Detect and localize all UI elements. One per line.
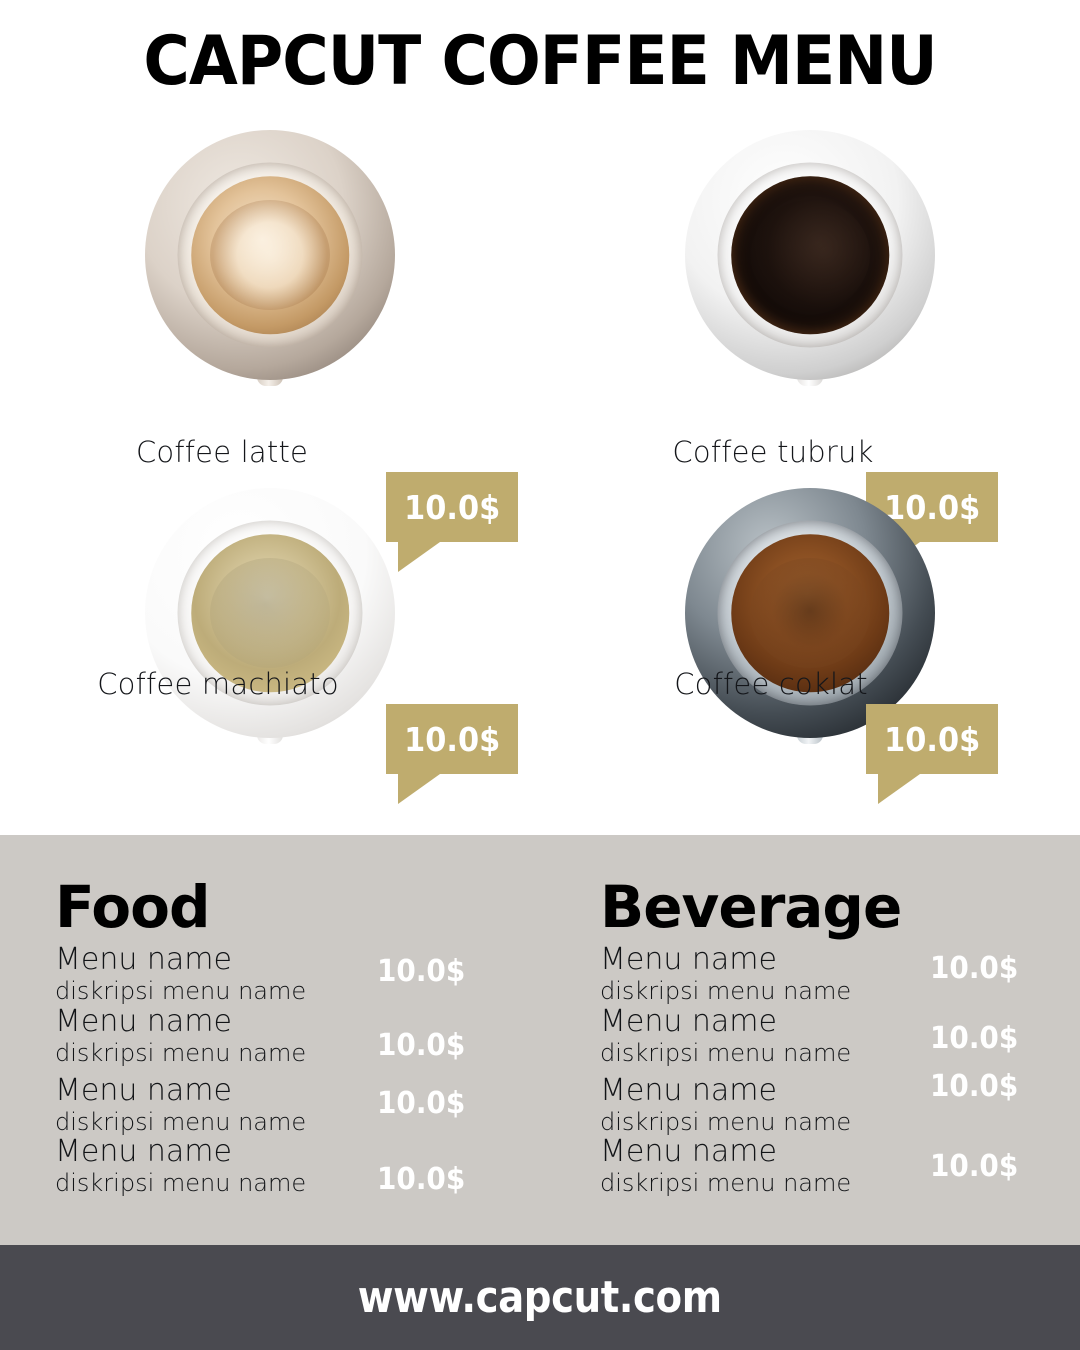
menu-item-description: diskripsi menu name <box>600 977 852 1005</box>
price-badge: 10.0$ <box>386 472 518 572</box>
menu-row[interactable]: Menu name diskripsi menu name 10.0$ <box>600 945 1080 1005</box>
menu-row-text: Menu name diskripsi menu name <box>55 945 306 1004</box>
menu-item-name: Menu name <box>55 942 232 977</box>
price-value: 10.0$ <box>403 487 501 527</box>
menu-item-name: Menu name <box>55 1004 232 1039</box>
menu-row[interactable]: Menu name diskripsi menu name 10.0$ <box>600 1007 1080 1067</box>
coffee-item-card[interactable]: 10.0$ Coffee latte <box>0 130 540 572</box>
menu-item-price: 10.0$ <box>930 1069 1019 1104</box>
menu-row-text: Menu name diskripsi menu name <box>600 1076 851 1135</box>
price-value: 10.0$ <box>403 719 501 759</box>
menu-item-description: diskripsi menu name <box>55 1108 307 1136</box>
cup-liquid <box>731 176 889 334</box>
section-heading-food: Food <box>55 873 210 941</box>
coffee-item-label: Coffee tubruk <box>672 435 874 469</box>
menu-item-description: diskripsi menu name <box>55 977 307 1005</box>
menu-row-text: Menu name diskripsi menu name <box>55 1076 306 1135</box>
coffee-item-label: Coffee latte <box>135 435 309 469</box>
coffee-item-card[interactable]: 10.0$ Coffee coklat <box>540 488 1080 848</box>
coffee-item-card[interactable]: 10.0$ Coffee tubruk <box>540 130 1080 572</box>
menu-row-text: Menu name diskripsi menu name <box>55 1137 306 1196</box>
menu-item-name: Menu name <box>600 1073 777 1108</box>
coffee-item-label: Coffee machiato <box>97 667 339 701</box>
crema-highlight <box>750 200 870 310</box>
menu-item-description: diskripsi menu name <box>55 1039 307 1067</box>
coffee-cup-machiato-image <box>145 488 395 744</box>
menu-row[interactable]: Menu name diskripsi menu name 10.0$ <box>600 1069 1080 1136</box>
menu-item-description: diskripsi menu name <box>600 1108 852 1136</box>
menu-item-name: Menu name <box>600 1134 777 1169</box>
menu-item-price: 10.0$ <box>930 1021 1019 1056</box>
coffee-item-card[interactable]: 10.0$ Coffee machiato <box>0 488 540 848</box>
price-value: 10.0$ <box>883 719 981 759</box>
latte-art <box>210 200 330 310</box>
cup-liquid <box>191 534 349 692</box>
page-title: CAPCUT COFFEE MENU <box>143 22 937 101</box>
menu-row[interactable]: Menu name diskripsi menu name 10.0$ <box>55 1076 575 1136</box>
menu-item-description: diskripsi menu name <box>600 1169 852 1197</box>
menu-item-price: 10.0$ <box>930 1149 1019 1184</box>
menu-item-price: 10.0$ <box>377 1086 466 1121</box>
coffee-items-grid: 10.0$ Coffee latte 10.0$ Coffee tubruk 1… <box>0 130 1080 804</box>
menu-row[interactable]: Menu name diskripsi menu name 10.0$ <box>55 1137 575 1198</box>
menu-row[interactable]: Menu name diskripsi menu name 10.0$ <box>55 1007 575 1067</box>
crema-foam <box>210 558 330 668</box>
menu-item-price: 10.0$ <box>377 1028 466 1063</box>
menu-row-text: Menu name diskripsi menu name <box>55 1007 306 1066</box>
menu-item-price: 10.0$ <box>377 1162 466 1197</box>
menu-item-description: diskripsi menu name <box>600 1039 852 1067</box>
cocoa-art <box>750 558 870 668</box>
menu-row-text: Menu name diskripsi menu name <box>600 945 851 1004</box>
menu-row-text: Menu name diskripsi menu name <box>600 1007 851 1066</box>
price-badge: 10.0$ <box>866 704 998 804</box>
price-badge: 10.0$ <box>386 704 518 804</box>
menu-row-text: Menu name diskripsi menu name <box>600 1137 851 1196</box>
menu-lists-panel: Food Menu name diskripsi menu name 10.0$… <box>0 835 1080 1245</box>
coffee-cup-latte-image <box>145 130 395 386</box>
menu-item-name: Menu name <box>55 1134 232 1169</box>
menu-item-price: 10.0$ <box>377 954 466 989</box>
menu-item-name: Menu name <box>600 1004 777 1039</box>
website-url[interactable]: www.capcut.com <box>358 1272 722 1323</box>
menu-row[interactable]: Menu name diskripsi menu name 10.0$ <box>600 1137 1080 1197</box>
menu-item-name: Menu name <box>55 1073 232 1108</box>
menu-row[interactable]: Menu name diskripsi menu name 10.0$ <box>55 945 575 1005</box>
coffee-cup-tubruk-image <box>685 130 935 386</box>
footer-bar: www.capcut.com <box>0 1245 1080 1350</box>
section-heading-beverage: Beverage <box>600 873 902 941</box>
menu-item-price: 10.0$ <box>930 951 1019 986</box>
menu-item-description: diskripsi menu name <box>55 1169 307 1197</box>
coffee-cup-coklat-image <box>685 488 935 744</box>
coffee-item-label: Coffee coklat <box>674 667 868 701</box>
menu-item-name: Menu name <box>600 942 777 977</box>
price-value: 10.0$ <box>883 487 981 527</box>
